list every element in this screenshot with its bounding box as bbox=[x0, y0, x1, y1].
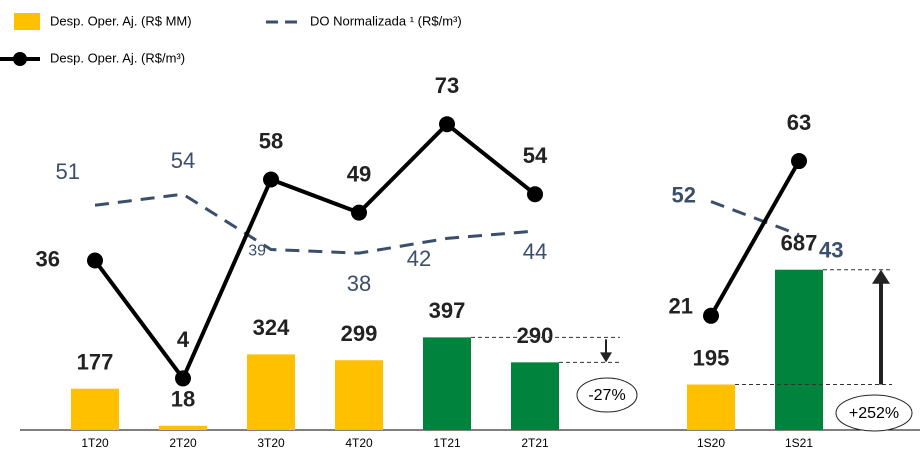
line-value-label: 58 bbox=[259, 128, 283, 153]
annotation-ellipse bbox=[835, 394, 913, 432]
annotation-ellipse bbox=[576, 377, 638, 413]
bar-value-label: 324 bbox=[253, 315, 290, 340]
bar bbox=[687, 384, 735, 430]
x-tick-label: 1S20 bbox=[697, 436, 725, 450]
change-arrow-head bbox=[600, 352, 612, 363]
legend-swatch-bar bbox=[14, 13, 40, 30]
legend-label: Desp. Oper. Aj. (R$/m³) bbox=[50, 50, 185, 65]
bar-value-label: 299 bbox=[341, 321, 378, 346]
bar-value-label: 290 bbox=[517, 323, 554, 348]
line-point bbox=[87, 252, 103, 269]
legend-label: DO Normalizada ¹ (R$/m³) bbox=[310, 13, 462, 28]
line-value-label: 54 bbox=[171, 148, 195, 173]
line-value-label: 43 bbox=[819, 238, 843, 263]
x-tick-label: 2T21 bbox=[521, 436, 549, 450]
annotation: -27% bbox=[588, 387, 625, 404]
line-point bbox=[175, 370, 191, 387]
x-tick-label: 4T20 bbox=[345, 436, 373, 450]
change-arrow-head bbox=[872, 269, 890, 284]
line-point bbox=[703, 307, 719, 324]
line-value-label: 52 bbox=[672, 182, 696, 207]
bar-value-label: 397 bbox=[429, 298, 466, 323]
line-point bbox=[263, 171, 279, 188]
x-tick-label: 1S21 bbox=[785, 436, 813, 450]
bar bbox=[159, 425, 207, 430]
bar-value-label: 177 bbox=[77, 350, 114, 375]
line-point bbox=[791, 153, 807, 170]
bar bbox=[775, 269, 823, 430]
line-value-label: 4 bbox=[177, 327, 190, 352]
line-value-label: 21 bbox=[669, 294, 693, 319]
bar-value-label: 195 bbox=[693, 345, 730, 370]
line-value-label: 54 bbox=[523, 143, 548, 168]
annotation: +252% bbox=[849, 405, 899, 422]
line-value-label: 63 bbox=[787, 110, 811, 135]
x-tick-label: 1T21 bbox=[433, 436, 461, 450]
legend-swatch-dot bbox=[13, 52, 27, 66]
bar-value-label: 18 bbox=[171, 387, 195, 412]
bar bbox=[423, 337, 471, 430]
bar bbox=[511, 362, 559, 430]
dashed-line bbox=[94, 192, 536, 255]
line-value-label: 49 bbox=[347, 161, 371, 186]
line-value-label: 36 bbox=[36, 246, 60, 271]
dashed-line bbox=[710, 200, 800, 237]
line-point bbox=[527, 186, 543, 203]
line bbox=[709, 160, 801, 317]
bar bbox=[335, 360, 383, 430]
bar bbox=[247, 354, 295, 430]
bar bbox=[71, 388, 119, 430]
x-tick-label: 1T20 bbox=[81, 436, 109, 450]
line-point bbox=[439, 116, 455, 133]
line-value-label: 39 bbox=[248, 243, 266, 260]
line bbox=[93, 121, 537, 383]
line-value-label: 51 bbox=[56, 159, 80, 184]
x-tick-label: 3T20 bbox=[257, 436, 285, 450]
line-value-label: 38 bbox=[347, 271, 371, 296]
line-point bbox=[351, 204, 367, 221]
legend-label: Desp. Oper. Aj. (R$ MM) bbox=[50, 13, 192, 28]
line-value-label: 73 bbox=[435, 73, 459, 98]
x-tick-label: 2T20 bbox=[169, 436, 197, 450]
line-value-label: 42 bbox=[407, 246, 431, 271]
line-value-label: 44 bbox=[523, 239, 547, 264]
